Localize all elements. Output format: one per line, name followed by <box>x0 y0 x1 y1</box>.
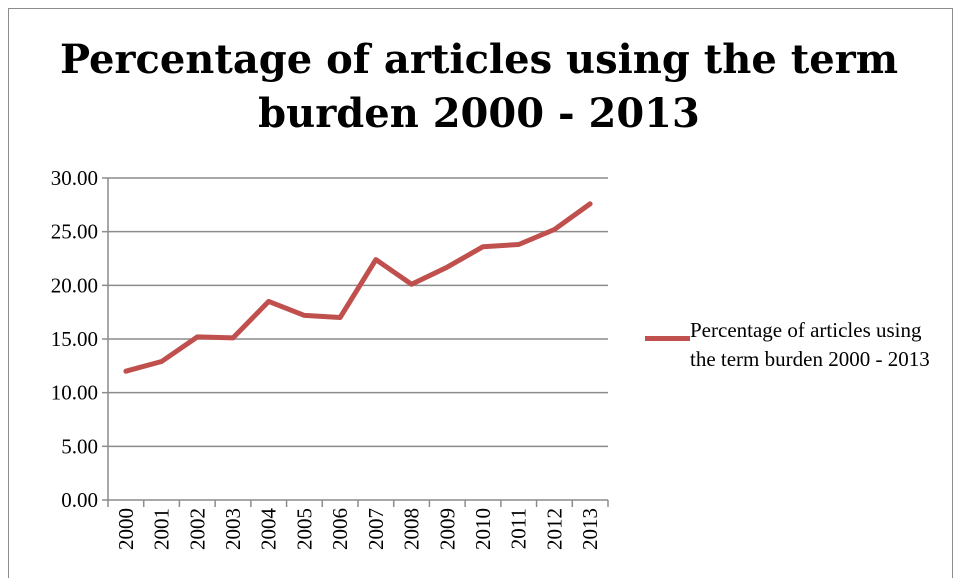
chart-frame <box>8 8 953 578</box>
chart-title: Percentage of articles using the term bu… <box>0 33 958 141</box>
x-tick-label: 2002 <box>185 508 209 550</box>
legend-label: Percentage of articles using the term bu… <box>690 318 930 371</box>
data-point <box>481 245 485 249</box>
series-group <box>123 201 593 374</box>
gridlines <box>108 177 608 448</box>
data-point <box>160 360 164 364</box>
y-tick-label: 5.00 <box>61 434 98 458</box>
x-tick-label: 2001 <box>150 508 174 550</box>
x-tick-label: 2005 <box>292 508 316 550</box>
y-tick-label: 15.00 <box>51 327 98 351</box>
x-tick-label: 2000 <box>114 508 138 550</box>
y-axis-ticks: 0.00 5.00 10.00 15.00 20.00 25.00 30.00 <box>51 166 108 512</box>
data-point <box>517 243 521 247</box>
x-tick-label: 2008 <box>400 508 424 550</box>
x-tick-label: 2011 <box>507 508 531 549</box>
y-tick-label: 0.00 <box>61 488 98 512</box>
data-point <box>410 282 414 286</box>
data-point <box>231 336 235 340</box>
x-tick-label: 2012 <box>542 508 566 550</box>
y-tick-label: 10.00 <box>51 381 98 405</box>
data-point <box>124 369 128 373</box>
legend-swatch-line <box>645 336 690 341</box>
data-point <box>445 265 449 269</box>
x-tick-label: 2007 <box>364 508 388 550</box>
data-point <box>374 258 378 262</box>
chart-title-line-2: burden 2000 - 2013 <box>258 90 700 137</box>
data-point <box>195 335 199 339</box>
data-point <box>552 228 556 232</box>
x-tick-label: 2013 <box>578 508 602 550</box>
data-point <box>588 202 592 206</box>
y-tick-label: 25.00 <box>51 220 98 244</box>
x-axis <box>107 178 609 507</box>
chart-title-line-1: Percentage of articles using the term <box>59 36 899 83</box>
y-tick-label: 20.00 <box>51 273 98 297</box>
series-line <box>123 201 593 374</box>
data-point <box>267 299 271 303</box>
x-axis-tick-labels: 2000 2001 2002 2003 2004 2005 2006 2007 2008 2009… <box>114 508 602 551</box>
x-tick-label: 2006 <box>328 508 352 550</box>
x-tick-label: 2004 <box>257 508 281 551</box>
x-tick-label: 2003 <box>221 508 245 550</box>
x-tick-label: 2010 <box>471 508 495 550</box>
data-point <box>302 313 306 317</box>
data-point <box>338 316 342 320</box>
x-tick-label: 2009 <box>435 508 459 550</box>
y-tick-label: 30.00 <box>51 166 98 190</box>
